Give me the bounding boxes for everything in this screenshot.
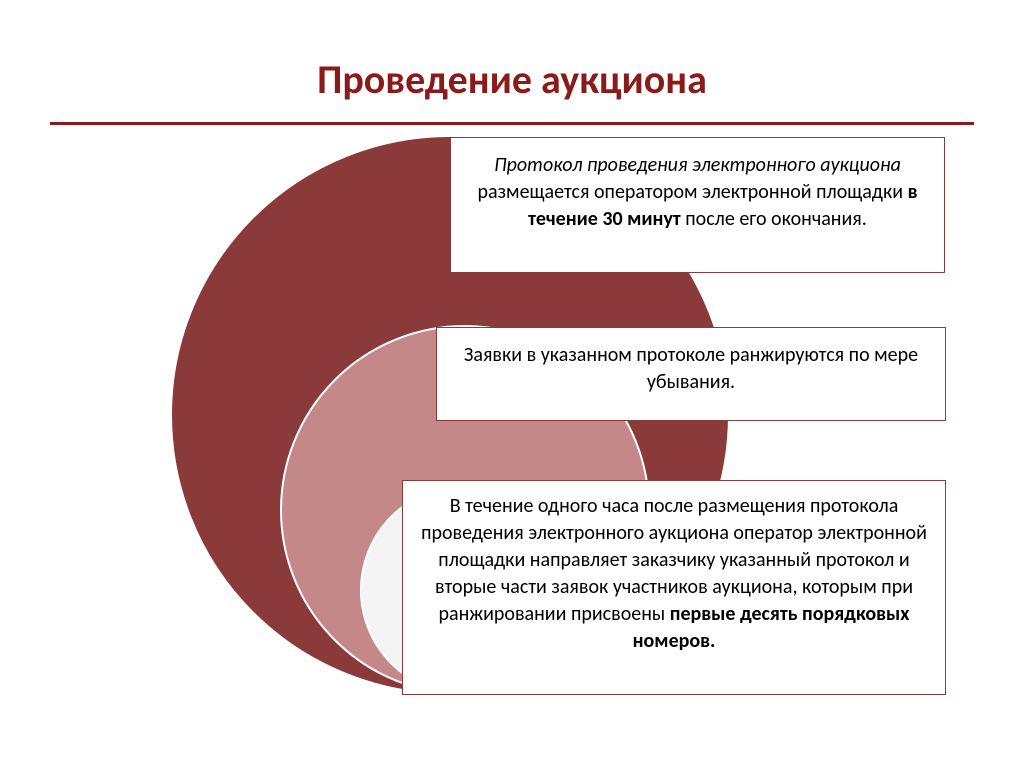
- box2-text: Заявки в указанном протоколе ранжируются…: [464, 343, 918, 394]
- text-box-3: В течение одного часа после размещения п…: [402, 480, 946, 695]
- text-box-2: Заявки в указанном протоколе ранжируются…: [436, 327, 946, 421]
- box3-bold: первые десять порядковых номеров.: [633, 602, 910, 653]
- box1-tail: после его окончания.: [681, 207, 867, 231]
- slide-title: Проведение аукциона: [0, 0, 1024, 122]
- box1-italic: Протокол проведения электронного аукцион…: [494, 153, 901, 177]
- box1-text: размещается оператором электронной площа…: [478, 180, 908, 204]
- text-box-1: Протокол проведения электронного аукцион…: [450, 137, 945, 273]
- title-underline: [50, 122, 974, 125]
- nested-circle-diagram: Протокол проведения электронного аукцион…: [0, 130, 1024, 710]
